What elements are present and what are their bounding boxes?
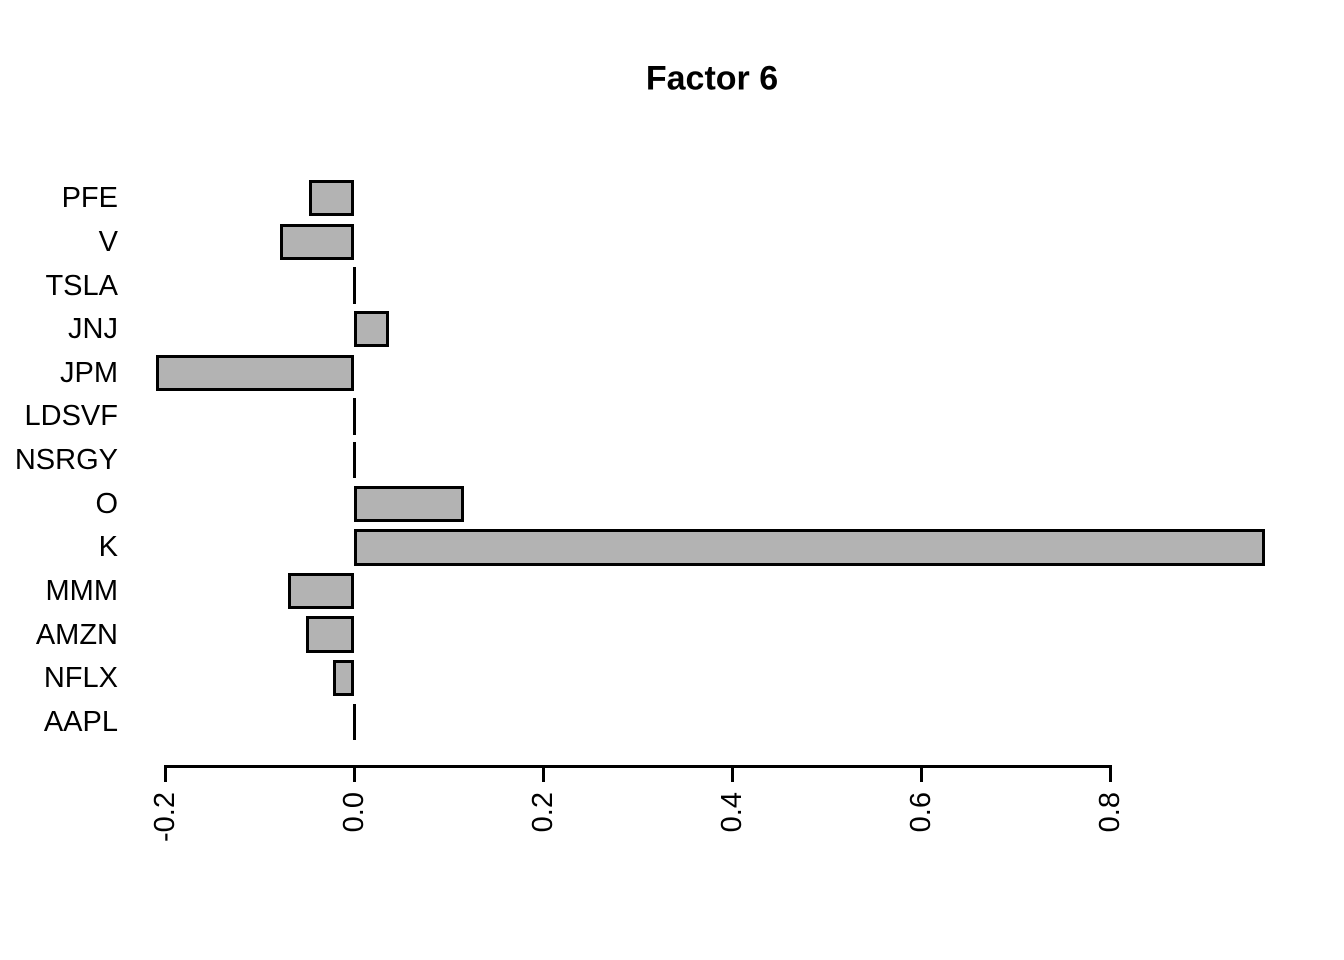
y-axis-label: LDSVF bbox=[24, 400, 118, 433]
bar bbox=[354, 485, 464, 522]
y-axis-label: K bbox=[98, 531, 118, 564]
x-axis-tick bbox=[541, 765, 545, 782]
y-axis-label: AAPL bbox=[43, 705, 118, 738]
y-axis-label: TSLA bbox=[45, 269, 118, 302]
bar bbox=[333, 660, 354, 697]
bar bbox=[280, 223, 354, 261]
y-axis-label: PFE bbox=[61, 182, 118, 215]
y-axis-label: MMM bbox=[45, 574, 118, 607]
x-axis-tick-label: -0.2 bbox=[149, 792, 181, 842]
bar bbox=[287, 572, 354, 610]
zero-value-bar-line bbox=[352, 441, 356, 479]
zero-value-bar-line bbox=[352, 703, 356, 741]
y-axis-label: O bbox=[95, 487, 118, 520]
chart-title: Factor 6 bbox=[645, 59, 779, 98]
x-axis-tick-label: 0.0 bbox=[338, 792, 370, 833]
x-axis-tick bbox=[730, 765, 734, 782]
bar bbox=[354, 310, 389, 348]
x-axis-tick-label: 0.8 bbox=[1094, 792, 1126, 833]
y-axis-label: NSRGY bbox=[14, 444, 118, 477]
bar bbox=[354, 529, 1265, 566]
bar bbox=[308, 180, 354, 217]
bar bbox=[305, 616, 354, 653]
x-axis-tick bbox=[163, 765, 167, 782]
y-axis-label: JNJ bbox=[68, 313, 118, 346]
zero-value-bar-line bbox=[352, 398, 356, 435]
x-axis-tick-label: 0.6 bbox=[905, 792, 937, 833]
x-axis-line bbox=[163, 765, 1112, 768]
zero-value-bar-line bbox=[352, 267, 356, 304]
x-axis-tick-label: 0.4 bbox=[716, 792, 748, 833]
x-axis-tick-label: 0.2 bbox=[527, 792, 559, 833]
y-axis-label: AMZN bbox=[35, 618, 118, 651]
bar bbox=[156, 354, 354, 391]
x-axis-tick bbox=[1108, 765, 1112, 782]
x-axis-tick bbox=[919, 765, 923, 782]
y-axis-label: NFLX bbox=[43, 662, 118, 695]
x-axis-tick bbox=[352, 765, 356, 782]
y-axis-label: V bbox=[98, 225, 118, 258]
y-axis-label: JPM bbox=[60, 356, 118, 389]
